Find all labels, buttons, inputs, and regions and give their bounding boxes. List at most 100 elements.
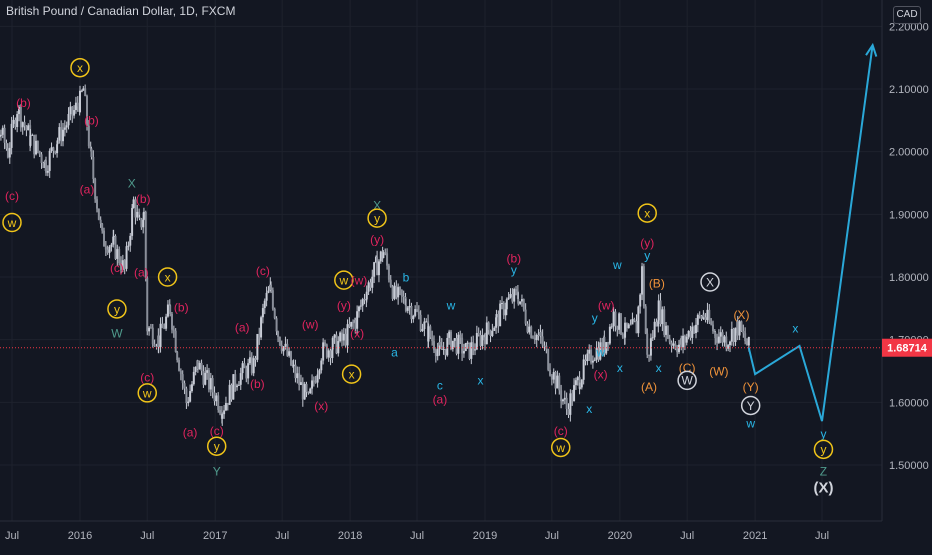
price-candle bbox=[417, 311, 420, 315]
price-candle bbox=[120, 263, 123, 270]
price-candle bbox=[541, 336, 544, 346]
price-candle bbox=[14, 119, 17, 128]
wave-label: y bbox=[214, 440, 220, 454]
price-candle bbox=[200, 362, 203, 372]
price-candle bbox=[54, 151, 57, 154]
wave-label: y bbox=[374, 211, 380, 225]
price-candle bbox=[554, 372, 557, 389]
price-candle bbox=[271, 290, 274, 309]
wave-label: w bbox=[446, 299, 456, 313]
wave-label-circle bbox=[677, 370, 697, 391]
wave-label: (b) bbox=[250, 377, 265, 391]
price-candle bbox=[169, 305, 172, 314]
price-candle bbox=[619, 313, 622, 334]
price-candle bbox=[138, 211, 141, 218]
price-candle bbox=[599, 342, 602, 360]
price-candle bbox=[708, 309, 711, 322]
wave-label: X bbox=[373, 198, 381, 212]
price-candle bbox=[12, 119, 15, 124]
price-candle bbox=[618, 313, 621, 330]
price-candle bbox=[468, 342, 471, 359]
price-candle bbox=[374, 256, 377, 263]
price-candle bbox=[597, 347, 600, 360]
price-candle bbox=[517, 298, 520, 304]
price-candle bbox=[569, 393, 572, 415]
price-candle bbox=[31, 134, 34, 136]
price-candle bbox=[166, 304, 169, 317]
wave-label: (a) bbox=[235, 320, 250, 334]
price-candle bbox=[495, 314, 498, 318]
price-candle bbox=[40, 154, 43, 163]
price-candle bbox=[3, 127, 6, 143]
price-candle bbox=[723, 336, 726, 343]
price-candle bbox=[580, 379, 583, 388]
price-candle bbox=[442, 348, 445, 350]
y-tick-label: 1.50000 bbox=[889, 460, 929, 472]
price-candle bbox=[382, 252, 385, 259]
wave-label-circle bbox=[740, 395, 761, 416]
price-candle bbox=[539, 332, 542, 337]
price-candle bbox=[307, 392, 310, 394]
price-candle bbox=[716, 338, 719, 343]
price-candle bbox=[84, 88, 87, 97]
price-candle bbox=[635, 321, 638, 334]
price-candle bbox=[123, 260, 126, 269]
price-candle bbox=[228, 384, 231, 405]
price-candle bbox=[8, 147, 11, 158]
price-candle bbox=[511, 294, 514, 302]
price-candle bbox=[215, 395, 218, 402]
price-candle bbox=[591, 360, 594, 363]
price-candle bbox=[455, 338, 458, 354]
price-candle bbox=[99, 219, 102, 224]
price-candle bbox=[421, 328, 424, 332]
price-candle bbox=[464, 343, 467, 352]
price-candle bbox=[74, 102, 77, 111]
price-candle bbox=[65, 125, 68, 128]
price-candle bbox=[312, 380, 315, 382]
price-candle bbox=[444, 348, 447, 356]
wave-label: x bbox=[586, 402, 592, 416]
price-candle bbox=[155, 346, 158, 348]
price-candle bbox=[446, 337, 449, 356]
wave-label: w bbox=[612, 258, 622, 272]
price-candle bbox=[365, 291, 368, 300]
wave-label: (a) bbox=[80, 183, 95, 197]
price-candle bbox=[94, 178, 97, 200]
price-candle bbox=[140, 218, 143, 228]
price-candle bbox=[537, 334, 540, 336]
price-candle bbox=[194, 367, 197, 372]
price-candle bbox=[29, 135, 32, 146]
price-candle bbox=[333, 334, 336, 338]
price-candle bbox=[552, 372, 555, 380]
price-candle bbox=[309, 388, 312, 394]
wave-label: (Y) bbox=[743, 380, 759, 394]
chart-title: British Pound / Canadian Dollar, 1D, FXC… bbox=[6, 4, 236, 18]
price-candle bbox=[6, 148, 9, 158]
price-candle bbox=[36, 140, 39, 152]
y-tick-label: 2.20000 bbox=[889, 21, 929, 33]
price-candle bbox=[221, 414, 224, 419]
price-candle bbox=[129, 235, 132, 246]
price-candle bbox=[277, 331, 280, 337]
price-candle bbox=[500, 303, 503, 305]
wave-label: (x) bbox=[314, 399, 328, 413]
price-candle bbox=[565, 397, 568, 410]
wave-label: y bbox=[592, 311, 598, 325]
wave-label: (b) bbox=[16, 96, 31, 110]
currency-label[interactable]: CAD bbox=[893, 6, 921, 24]
price-candle bbox=[603, 337, 606, 354]
wave-label: (X) bbox=[813, 479, 833, 496]
price-candle bbox=[730, 328, 733, 342]
price-candle bbox=[299, 382, 302, 386]
wave-label-circle bbox=[206, 436, 227, 456]
wave-label: (X) bbox=[733, 308, 749, 322]
price-candle bbox=[702, 314, 705, 318]
price-candle bbox=[412, 315, 415, 320]
price-candle bbox=[114, 235, 117, 259]
price-candle bbox=[331, 337, 334, 350]
price-candle bbox=[438, 342, 441, 346]
wave-label: (W) bbox=[709, 364, 728, 378]
price-candle bbox=[134, 199, 137, 218]
